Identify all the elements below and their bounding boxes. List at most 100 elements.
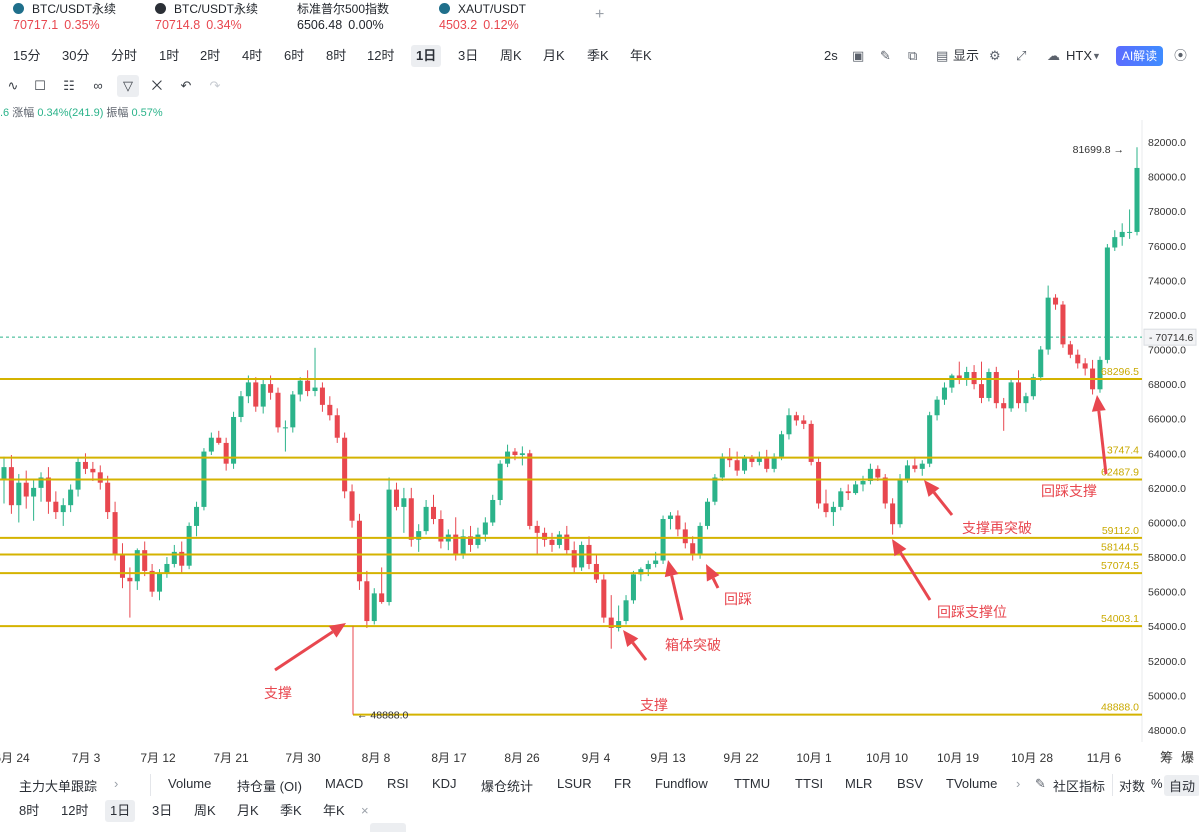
amplitude-label: 振幅 (106, 107, 129, 119)
indicator-ttmu[interactable]: TTMU (734, 776, 771, 791)
camera-icon[interactable]: ▣ (852, 48, 865, 63)
indicator-lsur[interactable]: LSUR (557, 776, 592, 791)
drawing-tools-icon[interactable]: ∿ (7, 78, 19, 93)
indicator-bsv[interactable]: BSV (897, 776, 924, 791)
indicator-oi[interactable]: 持仓量 (OI) (237, 779, 302, 794)
gear-icon[interactable]: ⚙ (989, 48, 1001, 63)
y-tick-label: 82000.0 (1148, 137, 1186, 149)
exchange-select[interactable]: HTX (1066, 48, 1092, 63)
btf-12h[interactable]: 12时 (61, 803, 89, 818)
chevron-right-icon[interactable]: › (1016, 776, 1021, 791)
candle-body (453, 534, 459, 554)
tf-line[interactable]: 分时 (111, 48, 138, 63)
indicator-ttsi[interactable]: TTSI (795, 776, 824, 791)
btf-year[interactable]: 年K (323, 803, 345, 818)
candle-body (904, 465, 910, 480)
indicator-kdj[interactable]: KDJ (432, 776, 457, 791)
btf-quarter[interactable]: 季K (280, 803, 302, 818)
candle-body (112, 512, 118, 554)
undo-icon[interactable]: ↶ (180, 78, 192, 93)
refresh-interval[interactable]: 2s (824, 48, 838, 63)
candle-body (1119, 231, 1125, 238)
popout-icon[interactable]: ⧉ (908, 48, 918, 63)
candle-body (1030, 377, 1036, 397)
indicator-liquidations[interactable]: 爆仓统计 (481, 779, 534, 794)
close-icon[interactable]: × (361, 803, 369, 818)
hide-drawings-icon[interactable]: ☷ (63, 78, 75, 93)
share-icon[interactable]: ⦿ (1174, 48, 1188, 63)
candle-body (542, 532, 548, 540)
chips-label[interactable]: 筹 (1160, 750, 1173, 765)
candle-body (245, 382, 251, 397)
chevron-down-icon[interactable]: ▼ (1092, 51, 1101, 61)
btf-week[interactable]: 周K (194, 803, 216, 818)
tf-1h[interactable]: 1时 (159, 48, 180, 63)
ticker-2[interactable]: 标准普尔500指数 6506.48 0.00% (284, 0, 426, 38)
display-button[interactable]: 显示 (953, 48, 980, 63)
indicator-fr[interactable]: FR (614, 776, 632, 791)
magnet-icon[interactable]: ∞ (93, 78, 103, 93)
tf-15m[interactable]: 15分 (13, 48, 41, 63)
ticker-1[interactable]: BTC/USDT永续 70714.8 0.34% (142, 0, 284, 38)
ticker-3[interactable]: XAUT/USDT 4503.2 0.12% (426, 0, 568, 38)
annotation-arrow-head (924, 480, 940, 497)
filter-icon[interactable]: ▽ (117, 75, 139, 97)
tf-1d[interactable]: 1日 (411, 45, 442, 67)
indicator-fundflow[interactable]: Fundflow (655, 776, 708, 791)
fullscreen-icon[interactable]: ⤢ (1016, 48, 1027, 63)
auto-scale-toggle[interactable]: 自动 (1164, 775, 1199, 796)
liquidation-label[interactable]: 爆 (1181, 750, 1194, 765)
candle-body (53, 501, 59, 513)
indicator-main-force[interactable]: 主力大单跟踪 (19, 779, 98, 794)
price-markers: 81699.8 → ← 48888.0 (0, 144, 1142, 722)
ticker-0[interactable]: BTC/USDT永续 70717.1 0.35% (0, 0, 142, 38)
candle-body (875, 468, 881, 478)
indicator-mlr[interactable]: MLR (845, 776, 873, 791)
indicator-tvolume[interactable]: TVolume (946, 776, 998, 791)
tf-3d[interactable]: 3日 (458, 48, 479, 63)
tf-quarter[interactable]: 季K (587, 48, 609, 63)
tf-2h[interactable]: 2时 (200, 48, 221, 63)
candle-body (119, 553, 126, 578)
edit-icon[interactable]: ✎ (1035, 776, 1046, 791)
x-tick-label: 7月 30 (285, 751, 321, 765)
indicator-volume[interactable]: Volume (168, 776, 212, 791)
swap-icon (13, 3, 24, 14)
tf-month[interactable]: 月K (543, 48, 565, 63)
tf-30m[interactable]: 30分 (62, 48, 90, 63)
y-tick-label: 76000.0 (1148, 241, 1186, 253)
chevron-right-icon[interactable]: › (114, 776, 119, 791)
ai-interpret-button[interactable]: AI解读 (1116, 46, 1163, 66)
btf-3d[interactable]: 3日 (152, 803, 173, 818)
redo-icon[interactable]: ↷ (209, 78, 221, 93)
annotation-label: 支撑 (264, 686, 292, 702)
annotation-arrow-head (1091, 395, 1106, 412)
lock-icon[interactable]: ☐ (34, 78, 46, 93)
btf-month[interactable]: 月K (237, 803, 259, 818)
tf-8h[interactable]: 8时 (326, 48, 347, 63)
panel-resize-handle[interactable] (370, 823, 406, 832)
community-indicators[interactable]: 社区指标 (1053, 779, 1106, 794)
candle-body (1112, 237, 1118, 248)
tf-12h[interactable]: 12时 (367, 48, 395, 63)
tf-4h[interactable]: 4时 (242, 48, 263, 63)
annotation-arrow-head (892, 539, 907, 557)
btf-1d[interactable]: 1日 (105, 800, 136, 822)
tf-year[interactable]: 年K (630, 48, 652, 63)
percent-scale-toggle[interactable]: % (1151, 776, 1163, 791)
indicator-macd[interactable]: MACD (325, 776, 364, 791)
tf-6h[interactable]: 6时 (284, 48, 305, 63)
btf-8h[interactable]: 8时 (19, 803, 40, 818)
x-tick-label: 10月 28 (1011, 751, 1053, 765)
candle-body (475, 534, 481, 545)
candle-body (401, 498, 407, 507)
y-tick-label: 48000.0 (1148, 725, 1186, 737)
log-scale-toggle[interactable]: 对数 (1119, 779, 1146, 794)
indicator-rsi[interactable]: RSI (387, 776, 409, 791)
candle-body (749, 458, 755, 462)
tf-week[interactable]: 周K (500, 48, 522, 63)
trash-icon[interactable]: ⨉ (151, 78, 163, 93)
pencil-icon[interactable]: ✎ (880, 48, 891, 63)
add-ticker-icon[interactable]: + (595, 6, 605, 23)
candlestick-chart[interactable]: 68296.5 3747.4 62487.9 59112.0 58144.5 57074.… (0, 120, 1199, 770)
